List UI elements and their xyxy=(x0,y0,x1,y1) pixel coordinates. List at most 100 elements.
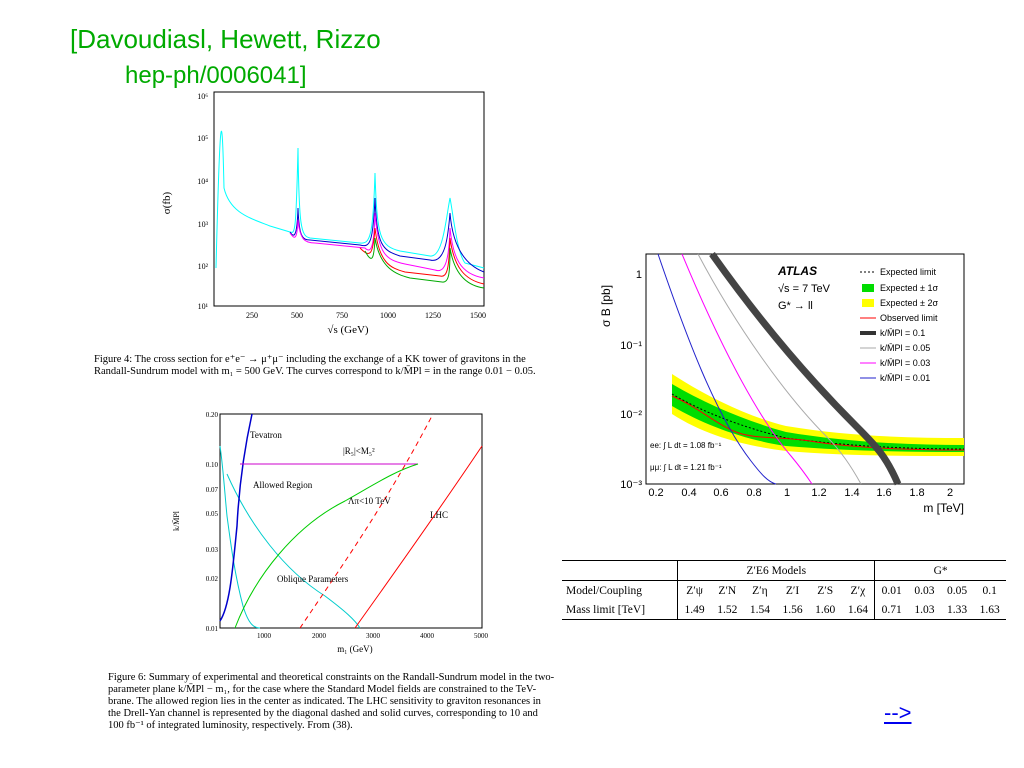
fig6-xtick: 3000 xyxy=(366,632,381,640)
atlas-expected-limit xyxy=(671,393,965,450)
atlas-xtick: 0.2 xyxy=(648,487,663,499)
fig4-ytick: 10⁴ xyxy=(197,177,208,186)
mass-limit-table: Z′E6 Models G* Model/Coupling Z′ψ Z′N Z′… xyxy=(562,560,1006,620)
atlas-ytick: 10⁻³ xyxy=(620,479,642,491)
fig6-ytick: 0.02 xyxy=(206,575,219,583)
fig6-oblique-upper xyxy=(219,445,261,629)
table-cell: 0.03 xyxy=(908,580,941,600)
fig4-xtick: 750 xyxy=(336,311,348,320)
figure6-caption: Figure 6: Summary of experimental and th… xyxy=(108,672,555,731)
fig6-ytick: 0.07 xyxy=(206,486,219,494)
atlas-plot: ATLAS √s = 7 TeV G* → ll ee: ∫ L dt = 1.… xyxy=(599,251,965,515)
legend-item: k/M̄Pl = 0.03 xyxy=(880,358,930,368)
fig6-lambda-curve xyxy=(234,463,419,629)
figure4-caption: Figure 4: The cross section for e⁺e⁻ → μ… xyxy=(94,354,536,377)
legend-item: Expected ± 1σ xyxy=(880,283,938,293)
fig4-xtick: 250 xyxy=(246,311,258,320)
fig6-label-oblique: Oblique Parameters xyxy=(277,574,349,584)
atlas-xtick: 1.8 xyxy=(909,487,924,499)
table-cell: Z′χ xyxy=(841,580,876,600)
atlas-brand: ATLAS xyxy=(777,264,817,278)
atlas-ytick: 10⁻² xyxy=(620,409,642,421)
table-group-g: G* xyxy=(874,560,1006,581)
fig6-xtick: 4000 xyxy=(420,632,435,640)
fig6-label-lambda: Λπ<10 TeV xyxy=(348,496,391,506)
atlas-xtick: 1.2 xyxy=(811,487,826,499)
fig6-ytick: 0.03 xyxy=(206,546,219,554)
legend-item: k/M̄Pl = 0.05 xyxy=(880,343,930,353)
atlas-xtick: 1 xyxy=(784,487,790,499)
table-cell: 0.71 xyxy=(874,600,909,620)
atlas-xtick: 1.4 xyxy=(844,487,859,499)
fig6-ytick: 0.01 xyxy=(206,625,219,633)
fig6-xtick: 1000 xyxy=(257,632,272,640)
fig6-xtick: 5000 xyxy=(474,632,489,640)
legend-item: k/M̄Pl = 0.01 xyxy=(880,373,930,383)
fig4-xtick: 1500 xyxy=(470,311,486,320)
atlas-ytick: 10⁻¹ xyxy=(620,340,642,352)
legend-item: Observed limit xyxy=(880,313,938,323)
table-cell: 1.64 xyxy=(841,600,876,620)
atlas-curve-0.05 xyxy=(697,253,862,485)
fig4-ylabel: σ(fb) xyxy=(161,191,173,214)
table-cell: 0.05 xyxy=(940,580,974,600)
table-cell: 1.60 xyxy=(808,600,842,620)
table-cell: Z′I xyxy=(776,580,809,600)
atlas-curve-0.1 xyxy=(709,251,902,486)
atlas-ylabel: σ B [pb] xyxy=(599,285,613,327)
table-cell: 1.63 xyxy=(973,600,1006,620)
slide-title-line2: hep-ph/0006041] xyxy=(125,62,307,89)
fig6-lhc-solid xyxy=(354,445,483,629)
figure4-curves xyxy=(215,130,485,289)
fig6-label-lhc: LHC xyxy=(430,510,448,520)
fig6-ylabel: k/M̄Pl xyxy=(172,510,181,531)
fig4-ytick: 10³ xyxy=(198,220,209,229)
fig4-xlabel: √s (GeV) xyxy=(327,324,369,336)
fig4-ytick: 10² xyxy=(198,262,209,271)
table-cell: Z′ψ xyxy=(677,580,711,600)
legend-item: Expected limit xyxy=(880,267,937,277)
fig6-tevatron-curve xyxy=(219,413,253,622)
fig6-lhc-dashed xyxy=(299,413,434,629)
next-slide-link[interactable]: --> xyxy=(884,700,912,725)
fig4-xtick: 1250 xyxy=(425,311,441,320)
table-cell: 1.33 xyxy=(940,600,974,620)
table-cell: 0.1 xyxy=(973,580,1006,600)
atlas-energy: √s = 7 TeV xyxy=(778,283,831,295)
figure6-plot: Tevatron |R₅|<M₅² Allowed Region Λπ<10 T… xyxy=(172,411,489,654)
fig6-ytick: 0.20 xyxy=(206,411,219,419)
fig6-label-r5: |R₅|<M₅² xyxy=(343,446,375,456)
fig4-ytick: 10¹ xyxy=(198,302,209,311)
fig4-xtick: 1000 xyxy=(380,311,396,320)
atlas-xtick: 0.4 xyxy=(681,487,696,499)
table-group-z: Z′E6 Models xyxy=(677,560,876,581)
atlas-curve-0.03 xyxy=(681,253,813,485)
atlas-xtick: 0.8 xyxy=(746,487,761,499)
table-row-label: Model/Coupling xyxy=(562,580,679,600)
fig4-ytick: 10⁶ xyxy=(197,92,208,101)
atlas-ytick: 1 xyxy=(636,269,642,281)
atlas-lumi-ee: ee: ∫ L dt = 1.08 fb⁻¹ xyxy=(650,441,722,450)
figure4-xticks: 250 500 750 1000 1250 1500 xyxy=(246,311,486,320)
atlas-process: G* → ll xyxy=(778,300,813,312)
table-cell: Z′η xyxy=(743,580,777,600)
atlas-xtick: 2 xyxy=(947,487,953,499)
atlas-xtick: 1.6 xyxy=(876,487,891,499)
atlas-xtick: 0.6 xyxy=(713,487,728,499)
table-cell: 1.03 xyxy=(908,600,941,620)
fig4-ytick: 10⁵ xyxy=(197,134,208,143)
figure4-yticks: 10⁶ 10⁵ 10⁴ 10³ 10² 10¹ xyxy=(197,92,208,311)
fig4-xtick: 500 xyxy=(291,311,303,320)
table-cell: 1.54 xyxy=(743,600,777,620)
atlas-curve-0.01 xyxy=(657,253,777,485)
slide-title-line1: [Davoudiasl, Hewett, Rizzo xyxy=(70,24,381,54)
atlas-legend: Expected limit Expected ± 1σ Expected ± … xyxy=(860,267,938,383)
atlas-lumi-mumu: μμ: ∫ L dt = 1.21 fb⁻¹ xyxy=(650,463,722,472)
table-cell: Z′S xyxy=(808,580,842,600)
atlas-xlabel: m [TeV] xyxy=(923,501,964,515)
table-cell: 1.49 xyxy=(677,600,711,620)
table-row-label: Mass limit [TeV] xyxy=(562,600,679,620)
table-cell: 1.52 xyxy=(710,600,744,620)
fig6-label-tevatron: Tevatron xyxy=(250,430,282,440)
fig6-ytick: 0.10 xyxy=(206,461,219,469)
